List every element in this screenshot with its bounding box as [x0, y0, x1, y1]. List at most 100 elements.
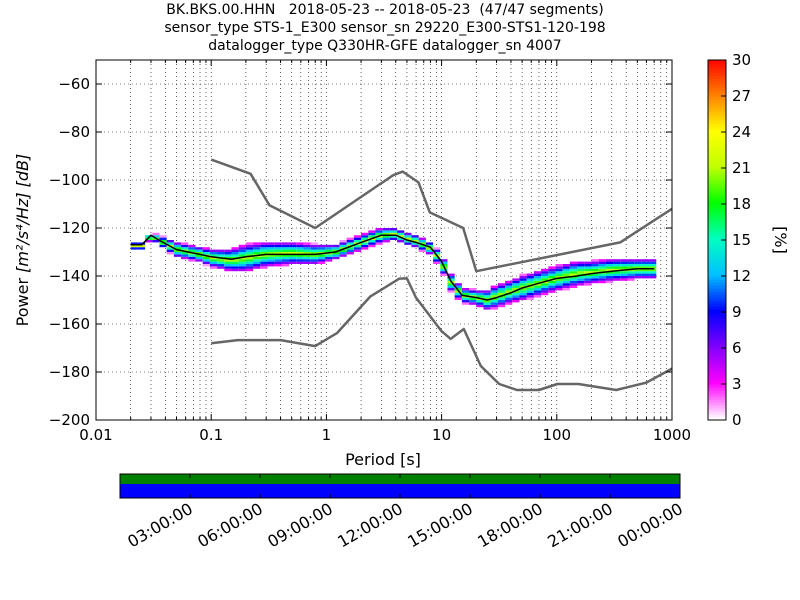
- density-cell: [533, 273, 542, 276]
- density-cell: [454, 283, 462, 286]
- density-cell: [577, 278, 585, 281]
- density-cell: [281, 261, 290, 264]
- density-cell: [382, 228, 390, 231]
- density-cell: [260, 247, 268, 250]
- density-cell: [605, 280, 614, 284]
- density-cell: [533, 276, 542, 279]
- density-cell: [310, 247, 318, 250]
- density-cell: [425, 252, 434, 255]
- density-cell: [166, 249, 174, 252]
- density-cell: [281, 252, 290, 255]
- density-cell: [526, 278, 534, 281]
- density-cell: [526, 292, 534, 296]
- density-cell: [274, 261, 282, 264]
- colorbar-segment: [708, 345, 726, 349]
- colorbar-segment: [708, 294, 726, 298]
- density-cell: [202, 259, 210, 262]
- density-cell: [591, 276, 599, 279]
- density-cell: [418, 247, 426, 250]
- colorbar-segment: [708, 198, 726, 202]
- timeline-tick-label: 03:00:00: [124, 499, 196, 551]
- colorbar-segment: [708, 324, 726, 328]
- colorbar-tick-label: 30: [732, 51, 751, 69]
- density-cell: [296, 259, 304, 262]
- density-cell: [433, 247, 441, 250]
- density-cell: [577, 264, 585, 267]
- density-cell: [541, 276, 549, 279]
- density-cell: [505, 290, 513, 293]
- density-cell: [584, 278, 592, 281]
- y-tick-label: −120: [49, 219, 90, 237]
- density-cell: [641, 264, 650, 267]
- density-cell: [598, 261, 606, 264]
- density-cell: [584, 271, 592, 274]
- density-cell: [577, 276, 585, 279]
- density-cell: [591, 273, 599, 276]
- density-cell: [188, 254, 196, 257]
- colorbar-tick-label: 27: [732, 87, 751, 105]
- density-cell: [274, 259, 282, 262]
- density-cell: [209, 259, 218, 262]
- density-cell: [303, 247, 311, 250]
- density-cell: [562, 268, 570, 272]
- colorbar-segment: [708, 261, 726, 265]
- colorbar-segment: [708, 225, 726, 229]
- density-cell: [562, 283, 570, 286]
- density-cell: [483, 292, 491, 296]
- density-cell: [317, 259, 326, 262]
- timeline-tick-label: 09:00:00: [264, 499, 336, 551]
- density-cell: [397, 235, 405, 238]
- density-cell: [411, 240, 419, 243]
- density-cell: [605, 271, 614, 274]
- colorbar-segment: [708, 210, 726, 214]
- density-cell: [411, 244, 419, 248]
- density-cell: [512, 285, 520, 288]
- colorbar-segment: [708, 207, 726, 211]
- density-cell: [173, 242, 182, 245]
- density-cell: [188, 244, 196, 248]
- density-cell: [634, 264, 642, 267]
- x-tick-label: 0.1: [199, 426, 223, 444]
- density-cell: [613, 261, 621, 264]
- density-cell: [253, 256, 261, 260]
- y-tick-label: −180: [49, 363, 90, 381]
- timeline-tick-label: 00:00:00: [614, 499, 686, 551]
- x-tick-label: 100: [542, 426, 571, 444]
- density-cell: [346, 242, 354, 245]
- density-cell: [605, 276, 614, 279]
- density-cell: [188, 259, 196, 262]
- density-cell: [332, 244, 340, 248]
- density-cell: [533, 288, 542, 291]
- density-cell: [584, 264, 592, 267]
- colorbar-segment: [708, 267, 726, 271]
- colorbar-segment: [708, 108, 726, 112]
- density-cell: [238, 259, 246, 262]
- density-cell: [145, 237, 153, 240]
- timeline-tick-label: 15:00:00: [404, 499, 476, 551]
- density-cell: [281, 256, 290, 260]
- colorbar-segment: [708, 315, 726, 319]
- colorbar-segment: [708, 390, 726, 394]
- density-cell: [440, 273, 448, 276]
- density-cell: [490, 302, 498, 305]
- density-cell: [461, 300, 470, 303]
- x-tick-label: 1000: [653, 426, 691, 444]
- density-cell: [634, 266, 642, 269]
- density-cell: [137, 247, 146, 250]
- density-cell: [310, 244, 318, 248]
- density-cell: [562, 280, 570, 284]
- density-cell: [317, 249, 326, 252]
- density-cell: [253, 242, 261, 245]
- density-cell: [245, 259, 254, 262]
- y-axis-label: Power [m²/s⁴/Hz] [dB]: [13, 154, 32, 327]
- density-cell: [598, 259, 606, 262]
- density-cell: [577, 280, 585, 284]
- density-cell: [274, 252, 282, 255]
- density-cell: [274, 254, 282, 257]
- colorbar-segment: [708, 87, 726, 91]
- colorbar-segment: [708, 192, 726, 196]
- density-cell: [598, 276, 606, 279]
- density-cell: [569, 268, 578, 272]
- density-cell: [512, 280, 520, 284]
- density-cell: [605, 261, 614, 264]
